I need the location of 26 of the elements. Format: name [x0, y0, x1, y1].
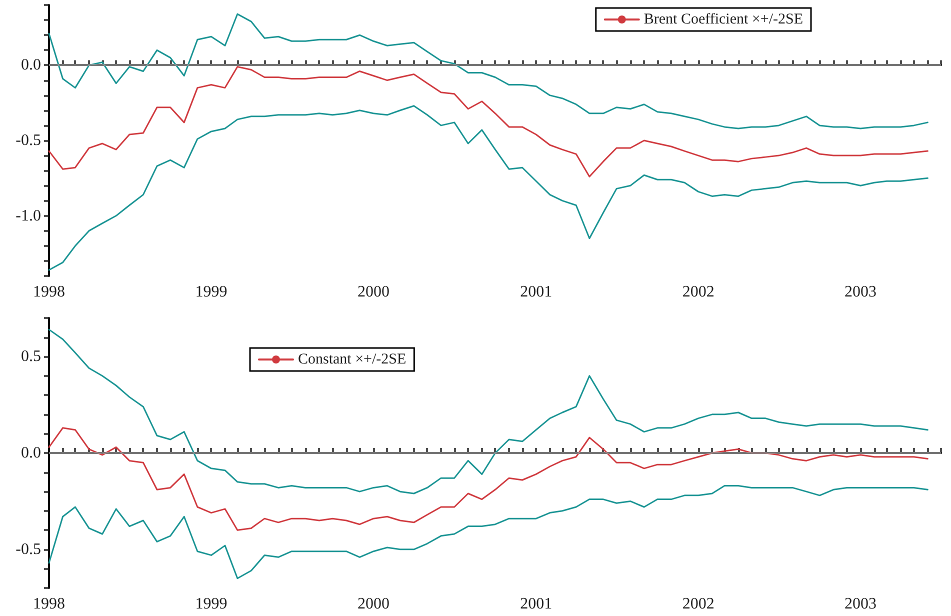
x-tick-label: 2003 [844, 596, 877, 612]
x-tick-label: 2000 [357, 284, 390, 300]
x-tick-label: 2001 [520, 596, 552, 612]
legend-label: Brent Coefficient ×+/-2SE [644, 12, 804, 28]
line-series [48, 328, 928, 494]
y-tick-label: -0.5 [16, 132, 41, 149]
x-tick-label: 1999 [195, 284, 228, 300]
x-tick-label: 1998 [33, 284, 65, 300]
y-tick-label: -0.5 [16, 540, 41, 558]
x-tick-label: 2002 [682, 596, 714, 612]
x-tick-label: 1998 [33, 596, 65, 612]
x-tick-label: 2000 [357, 596, 390, 612]
line-series [48, 427, 928, 531]
x-tick-label: 2002 [682, 284, 714, 300]
line-series [48, 13, 928, 130]
x-tick-label: 2001 [520, 284, 552, 300]
x-tick-label: 2003 [844, 284, 877, 300]
legend-label: Constant ×+/-2SE [298, 352, 406, 368]
y-tick-label: 0.0 [21, 56, 41, 74]
y-tick-label: 0.0 [21, 444, 41, 462]
line-series [48, 105, 928, 271]
line-series [48, 485, 928, 580]
line-series [48, 66, 928, 178]
x-tick-label: 1999 [195, 596, 228, 612]
y-tick-label: -1.0 [16, 207, 41, 224]
y-tick-label: 0.5 [21, 348, 41, 366]
